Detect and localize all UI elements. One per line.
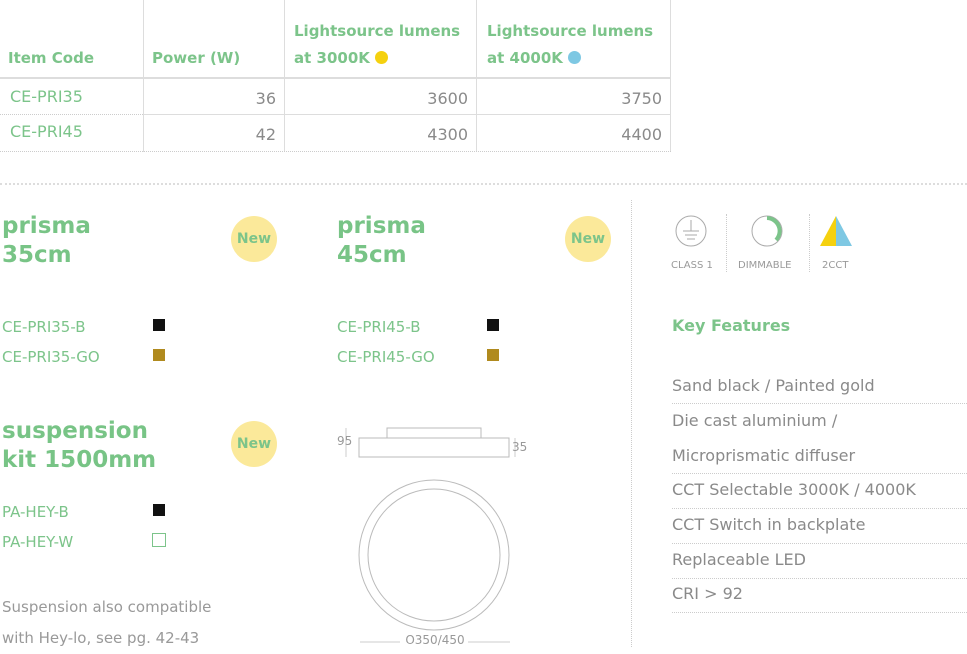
header-item-code: Item Code xyxy=(8,49,95,67)
compatibility-note: Suspension also compatible with Hey-lo, s… xyxy=(2,598,212,647)
header-lumens-4000k: Lightsource lumens at 4000K xyxy=(487,22,654,67)
warm-dot-icon xyxy=(375,51,389,64)
gold-swatch xyxy=(153,349,165,361)
gold-swatch xyxy=(487,349,499,361)
key-features-heading: Key Features xyxy=(672,316,791,335)
black-swatch xyxy=(487,319,499,331)
feature-item: CCT Selectable 3000K / 4000K xyxy=(672,480,916,499)
dimmable-icon xyxy=(751,215,783,247)
header-power: Power (W) xyxy=(152,49,241,67)
2cct-icon xyxy=(820,216,852,246)
feature-item: CRI > 92 xyxy=(672,584,743,603)
black-swatch xyxy=(153,319,165,331)
product-title: suspension kit 1500mm xyxy=(2,418,157,473)
feature-item: Microprismatic diffuser xyxy=(672,446,856,465)
black-swatch xyxy=(153,504,165,516)
product-title: prisma 45cm xyxy=(337,213,426,268)
feature-item: CCT Switch in backplate xyxy=(672,515,866,534)
luminaire-drawing-svg xyxy=(345,427,516,643)
new-badge: New xyxy=(565,216,611,262)
new-badge: New xyxy=(231,216,277,262)
feature-item: Sand black / Painted gold xyxy=(672,376,875,395)
feature-item: Die cast aluminium / xyxy=(672,411,838,430)
cool-dot-icon xyxy=(568,51,582,64)
new-badge: New xyxy=(231,421,277,467)
product-title: prisma 35cm xyxy=(2,213,91,268)
feature-item: Replaceable LED xyxy=(672,550,806,569)
class-1-earth-icon xyxy=(675,215,707,247)
header-lumens-3000k: Lightsource lumens at 3000K xyxy=(294,22,461,67)
white-swatch xyxy=(152,533,166,547)
